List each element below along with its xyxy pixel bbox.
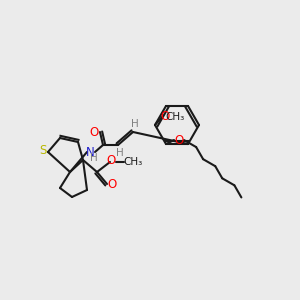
Text: O: O	[174, 134, 184, 147]
Text: N: N	[85, 146, 94, 158]
Text: H: H	[131, 119, 139, 129]
Text: H: H	[116, 148, 124, 158]
Text: CH₃: CH₃	[165, 112, 184, 122]
Text: S: S	[39, 143, 47, 157]
Text: CH₃: CH₃	[123, 157, 142, 167]
Text: O: O	[89, 125, 99, 139]
Text: H: H	[90, 153, 98, 163]
Text: O: O	[106, 154, 116, 167]
Text: O: O	[160, 110, 169, 124]
Text: O: O	[107, 178, 117, 191]
